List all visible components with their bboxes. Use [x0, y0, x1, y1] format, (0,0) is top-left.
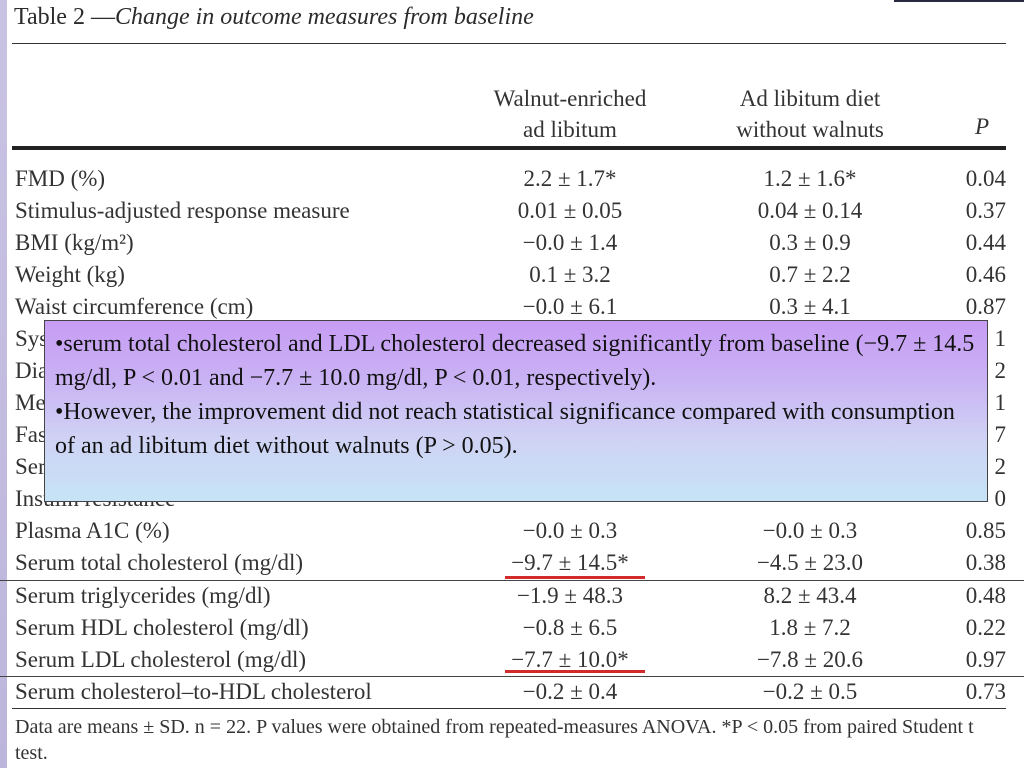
row-label: Ser — [15, 454, 46, 479]
column-header-walnut: Walnut-enriched ad libitum — [470, 83, 670, 145]
cell-p-value: 2 — [994, 358, 1007, 383]
table-title-italic: Change in outcome measures from baseline — [114, 4, 534, 30]
cell-walnut: −0.8 ± 6.5 — [522, 615, 618, 640]
column-header-control-line2: without walnuts — [736, 117, 884, 142]
table-row: FMD (%) 2.2 ± 1.7* 1.2 ± 1.6* 0.04 — [0, 163, 1024, 195]
column-header-p: P — [975, 114, 990, 139]
column-header-walnut-line2: ad libitum — [523, 117, 617, 142]
row-label: BMI (kg/m²) — [15, 230, 134, 255]
row-label: Serum LDL cholesterol (mg/dl) — [15, 647, 307, 672]
cell-p-value: 0 — [994, 486, 1007, 511]
cell-walnut: −0.2 ± 0.4 — [522, 679, 618, 704]
column-header-walnut-line1: Walnut-enriched — [493, 86, 647, 111]
highlight-underline-ldl-cholesterol — [505, 670, 645, 673]
cell-control: 0.3 ± 4.1 — [769, 294, 851, 319]
callout-point-2: •However, the improvement did not reach … — [55, 399, 955, 459]
cell-control: 1.8 ± 7.2 — [769, 615, 851, 640]
row-label: FMD (%) — [15, 166, 106, 191]
cell-walnut: −0.0 ± 6.1 — [522, 294, 618, 319]
table-row: Weight (kg) 0.1 ± 3.2 0.7 ± 2.2 0.46 — [0, 259, 1024, 291]
table-title-prefix: Table 2 — — [14, 4, 115, 30]
header-rule — [12, 146, 1006, 150]
cell-control: −0.2 ± 0.5 — [762, 679, 858, 704]
cell-control: 0.7 ± 2.2 — [769, 262, 851, 287]
table-row: Ser 2 — [0, 451, 1024, 483]
table-row: Me 1 — [0, 387, 1024, 419]
row-label: Serum total cholesterol (mg/dl) — [15, 550, 304, 575]
cell-p-value: 0.46 — [965, 262, 1006, 287]
cell-p-value: 0.87 — [965, 294, 1006, 319]
table-row: Serum cholesterol–to-HDL cholesterol −0.2… — [0, 676, 1024, 708]
cell-walnut: −0.0 ± 0.3 — [522, 518, 618, 543]
table-title: Table 2 —Change in outcome measures from… — [14, 4, 534, 31]
cell-walnut: −9.7 ± 14.5* — [511, 550, 629, 575]
column-header-control-line1: Ad libitum diet — [739, 86, 881, 111]
row-label: Serum cholesterol–to-HDL cholesterol — [15, 679, 372, 704]
cell-control: −7.8 ± 20.6 — [756, 647, 864, 672]
cell-walnut: 0.1 ± 3.2 — [529, 262, 611, 287]
table-row: Dia 2 — [0, 355, 1024, 387]
table-row: Serum LDL cholesterol (mg/dl) −7.7 ± 10.0… — [0, 644, 1024, 676]
cell-control: 1.2 ± 1.6* — [763, 166, 857, 191]
row-label: Stimulus-adjusted response measure — [15, 198, 350, 223]
table-row: Serum triglycerides (mg/dl) −1.9 ± 48.3 8.… — [0, 580, 1024, 612]
table-row: Stimulus-adjusted response measure 0.01 ±… — [0, 195, 1024, 227]
cell-p-value: 0.04 — [965, 166, 1006, 191]
cell-p-value: 0.22 — [965, 615, 1006, 640]
highlight-underline-total-cholesterol — [505, 576, 645, 579]
cell-p-value: 2 — [994, 454, 1007, 479]
cell-p-value: 0.44 — [965, 230, 1006, 255]
cell-walnut: −0.0 ± 1.4 — [522, 230, 618, 255]
cell-control: −0.0 ± 0.3 — [762, 518, 858, 543]
summary-callout-box: •serum total cholesterol and LDL cholest… — [44, 320, 988, 502]
row-separator — [0, 676, 1024, 677]
cell-p-value: 1 — [994, 326, 1007, 351]
callout-point-1: •serum total cholesterol and LDL cholest… — [55, 331, 975, 391]
row-label: Plasma A1C (%) — [15, 518, 170, 543]
cell-p-value: 0.85 — [965, 518, 1006, 543]
table-row: Serum HDL cholesterol (mg/dl) −0.8 ± 6.5 1… — [0, 612, 1024, 644]
row-label: Sys — [15, 326, 49, 351]
cell-walnut: 2.2 ± 1.7* — [523, 166, 617, 191]
cell-control: −4.5 ± 23.0 — [756, 550, 864, 575]
cell-p-value: 0.48 — [965, 583, 1006, 608]
row-label: Me — [15, 390, 46, 415]
cell-p-value: 7 — [994, 422, 1007, 447]
row-label: Dia — [15, 358, 49, 383]
row-label: Weight (kg) — [15, 262, 125, 287]
cell-p-value: 0.73 — [965, 679, 1006, 704]
row-separator — [0, 580, 1024, 581]
table-row: BMI (kg/m²) −0.0 ± 1.4 0.3 ± 0.9 0.44 — [0, 227, 1024, 259]
cell-walnut: 0.01 ± 0.05 — [517, 198, 623, 223]
cell-walnut: −7.7 ± 10.0* — [511, 647, 629, 672]
cell-p-value: 0.38 — [965, 550, 1006, 575]
table-row: Fas 7 — [0, 419, 1024, 451]
row-label: Serum HDL cholesterol (mg/dl) — [15, 615, 309, 640]
title-rule — [12, 43, 1006, 44]
cell-walnut: −1.9 ± 48.3 — [516, 583, 624, 608]
slide-left-band — [0, 0, 7, 768]
cell-control: 0.04 ± 0.14 — [757, 198, 863, 223]
row-label: Serum triglycerides (mg/dl) — [15, 583, 271, 608]
cell-control: 0.3 ± 0.9 — [769, 230, 851, 255]
cell-p-value: 0.97 — [965, 647, 1006, 672]
column-header-control: Ad libitum diet without walnuts — [710, 83, 910, 145]
table-footnote: Data are means ± SD. n = 22. P values we… — [15, 716, 974, 764]
slide-corner-bar — [894, 0, 1024, 2]
row-label: Fas — [15, 422, 47, 447]
cell-p-value: 1 — [994, 390, 1007, 415]
cell-p-value: 0.37 — [965, 198, 1006, 223]
cell-control: 8.2 ± 43.4 — [763, 583, 857, 608]
table-row: Sys 1 — [0, 323, 1024, 355]
row-label: Waist circumference (cm) — [15, 294, 254, 319]
footer-rule — [12, 708, 1006, 709]
table-row: Plasma A1C (%) −0.0 ± 0.3 −0.0 ± 0.3 0.85 — [0, 515, 1024, 547]
table-row: Serum total cholesterol (mg/dl) −9.7 ± 14… — [0, 547, 1024, 579]
table-row: Waist circumference (cm) −0.0 ± 6.1 0.3 ± … — [0, 291, 1024, 323]
